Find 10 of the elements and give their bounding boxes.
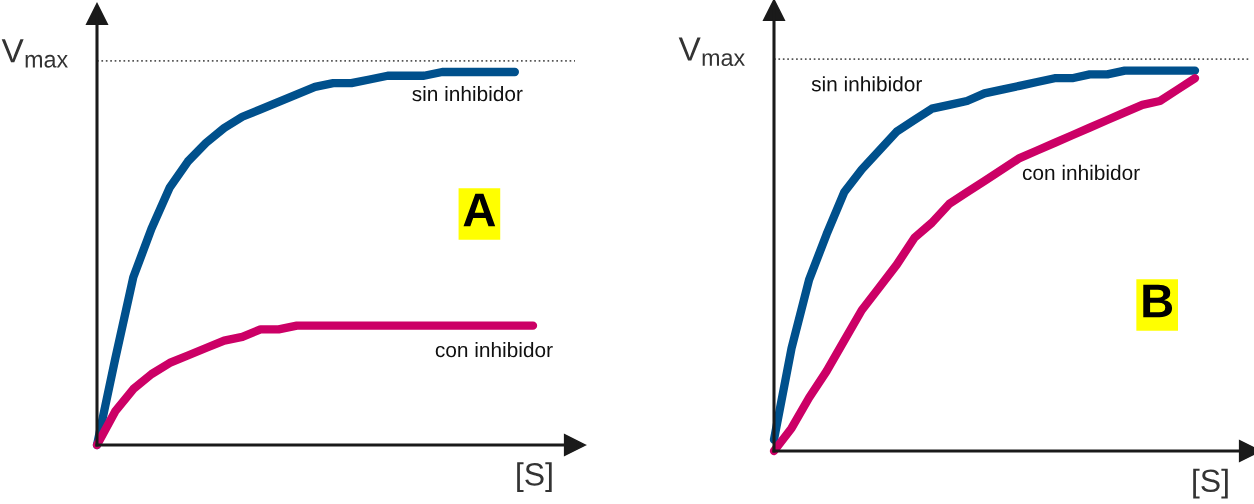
x-axis-title: [S] [1193,468,1228,499]
ref-line-label: V$_{max}$ [1,39,68,68]
series-label: sin inhibidor [811,76,922,92]
annotation: B [1143,284,1173,318]
series-label: con inhibidor [435,341,553,358]
x-axis-title: [S] [517,462,552,493]
ref-line-label: V$_{max}$ [678,37,745,67]
series-label: con inhibidor [1022,164,1140,181]
series-label: sin inhibidor [412,85,523,102]
annotation: A [463,193,496,227]
